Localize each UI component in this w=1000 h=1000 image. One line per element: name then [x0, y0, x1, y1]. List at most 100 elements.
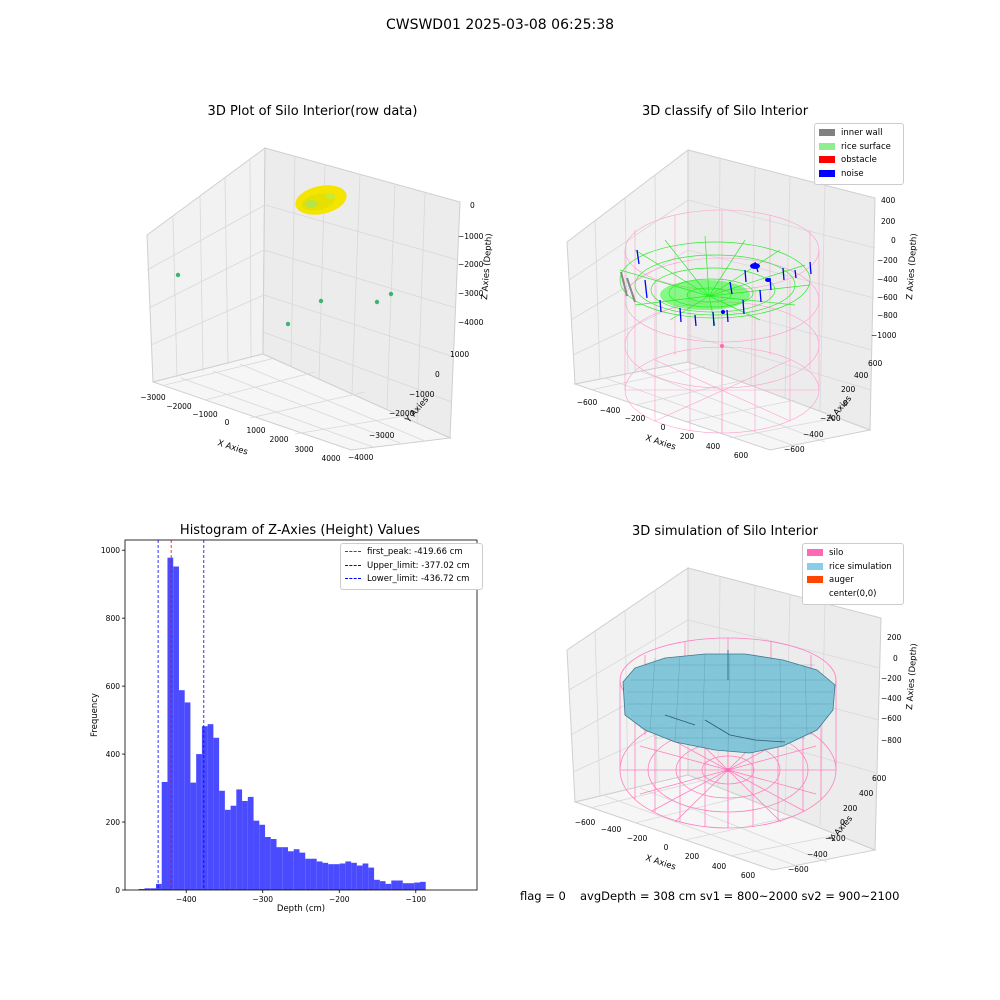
histogram-bar — [333, 864, 340, 890]
histogram-bar — [299, 852, 306, 890]
histogram-bar — [138, 888, 145, 890]
center-marker — [720, 344, 724, 348]
classify-3d-axes: −600 −400 −200 0 200 400 600 −600 −400 −… — [566, 148, 920, 460]
panel-simulation-plot: 3D simulation of Silo Interior — [555, 520, 930, 895]
histogram-bar — [316, 861, 323, 890]
legend-line — [345, 578, 361, 579]
histogram-bar — [391, 880, 398, 890]
figure-title: CWSWD01 2025-03-08 06:25:38 — [385, 17, 615, 33]
histogram-bar — [310, 858, 317, 890]
histogram-bar — [322, 862, 329, 890]
panel-histogram: Histogram of Z-Axies (Height) Values −40… — [80, 518, 500, 918]
z-tick-label: −600 — [881, 714, 902, 723]
x-tick-label: −300 — [252, 895, 273, 904]
z-tick-label: −400 — [877, 275, 898, 284]
z-tick-label: −600 — [877, 293, 898, 302]
plot-frame — [124, 539, 478, 891]
histogram-bar — [173, 566, 179, 890]
histogram-bar — [144, 888, 151, 890]
y-axis-label: Frequency — [90, 693, 100, 737]
histogram-bar — [161, 781, 168, 890]
x-tick-label: 600 — [734, 451, 749, 460]
histogram-bar — [397, 880, 403, 890]
x-tick-label: −400 — [176, 895, 197, 904]
y-tick-label: 600 — [106, 682, 121, 691]
x-tick-label: 400 — [712, 862, 727, 871]
legend-label: inner wall — [841, 128, 883, 138]
center-marker — [726, 768, 730, 772]
y-tick-label: −1000 — [409, 390, 435, 399]
z-tick-label: 200 — [881, 217, 896, 226]
yellow-point-cloud — [295, 185, 347, 215]
histogram-bar — [190, 782, 197, 890]
x-axis-label: Depth (cm) — [277, 904, 325, 914]
histogram-bar — [150, 888, 156, 890]
x-tick-label: 0 — [664, 843, 669, 852]
histogram-bar — [253, 820, 260, 890]
inner-wall-points — [620, 271, 636, 303]
x-tick-label: −200 — [627, 834, 648, 843]
z-tick-label: −200 — [877, 256, 898, 265]
legend: silo rice simulation auger center(0,0) — [802, 543, 904, 605]
x-tick-label: 4000 — [321, 454, 340, 463]
histogram-bar — [368, 867, 375, 890]
rice-simulation-surface — [622, 650, 836, 754]
x-tick-label: 0 — [225, 418, 230, 427]
z-axis-label: Z Axies (Depth) — [905, 233, 920, 300]
histogram-bar — [374, 879, 380, 890]
histogram-bar — [276, 847, 283, 890]
legend-item: Lower_limit: -436.72 cm — [345, 573, 478, 587]
histogram-bar — [419, 881, 426, 890]
histogram-bar — [345, 861, 352, 890]
histogram-bar — [328, 864, 334, 890]
x-axis-label: X Axies — [216, 438, 249, 457]
histogram-bar — [305, 858, 311, 890]
noise-points — [636, 249, 812, 327]
y-tick-label: 1000 — [450, 350, 469, 359]
stats-text: avgDepth = 308 cm sv1 = 800~2000 sv2 = 9… — [580, 889, 900, 903]
z-axis-label: Z Axies (Depth) — [480, 233, 495, 300]
legend-label: silo — [829, 548, 844, 558]
y-tick-label: −200 — [820, 414, 841, 423]
legend-item: auger — [807, 574, 899, 588]
z-tick-label: −1000 — [871, 331, 897, 340]
x-tick-label: −600 — [577, 398, 598, 407]
x-tick-label: 600 — [741, 871, 756, 880]
y-tick-label: −400 — [807, 850, 828, 859]
z-tick-label: −400 — [881, 694, 902, 703]
legend-swatch — [807, 549, 823, 556]
legend-label: center(0,0) — [829, 588, 877, 599]
y-tick-label: 600 — [872, 774, 887, 783]
histogram-bar — [287, 851, 294, 890]
y-tick-label: −4000 — [348, 453, 374, 462]
x-tick-label: 400 — [706, 442, 721, 451]
y-tick-label: 1000 — [101, 546, 120, 555]
z-tick-label: −2000 — [458, 260, 484, 269]
histogram-bar — [224, 809, 231, 890]
x-tick-label: 3000 — [294, 445, 313, 454]
histogram-bar — [178, 690, 185, 890]
x-tick-label: 1000 — [246, 426, 265, 435]
y-tick-label: −400 — [803, 430, 824, 439]
legend-swatch — [819, 156, 835, 163]
x-tick-label: −400 — [600, 406, 621, 415]
y-tick-label: −600 — [788, 865, 809, 874]
legend-item: rice simulation — [807, 561, 899, 575]
histogram-bar — [265, 836, 271, 890]
z-tick-label: −3000 — [458, 289, 484, 298]
y-tick-label: 800 — [106, 614, 121, 623]
y-tick-label: 200 — [843, 804, 858, 813]
legend-label: auger — [829, 575, 854, 585]
legend-item: center(0,0) — [807, 588, 899, 602]
z-tick-label: −1000 — [458, 232, 484, 241]
histogram-bar — [356, 865, 363, 890]
histogram-bar — [167, 557, 174, 890]
flag-text: flag = 0 — [520, 889, 566, 903]
legend-swatch — [807, 590, 823, 597]
outlier-points — [175, 272, 394, 327]
panel-raw-data-plot: 3D Plot of Silo Interior(row data) — [125, 100, 500, 475]
legend-line — [345, 564, 361, 566]
legend-item: noise — [819, 168, 899, 182]
histogram-bar — [362, 863, 369, 890]
y-tick-label: −200 — [825, 834, 846, 843]
